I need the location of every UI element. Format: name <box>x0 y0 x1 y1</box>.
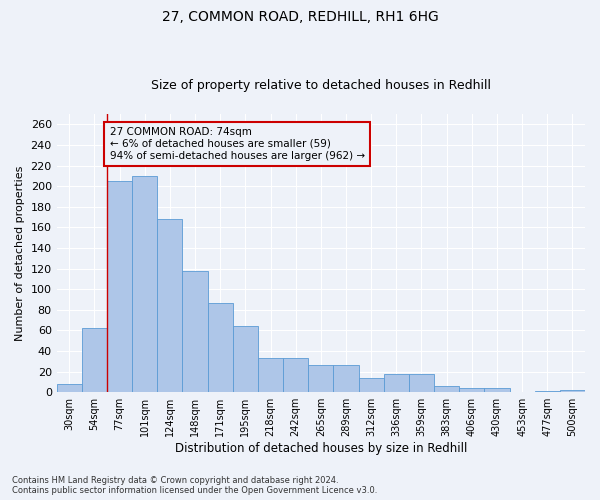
Title: Size of property relative to detached houses in Redhill: Size of property relative to detached ho… <box>151 79 491 92</box>
Bar <box>82 328 107 392</box>
Bar <box>409 374 434 392</box>
Bar <box>182 270 208 392</box>
Bar <box>434 386 459 392</box>
Text: 27, COMMON ROAD, REDHILL, RH1 6HG: 27, COMMON ROAD, REDHILL, RH1 6HG <box>161 10 439 24</box>
Text: Contains HM Land Registry data © Crown copyright and database right 2024.
Contai: Contains HM Land Registry data © Crown c… <box>12 476 377 495</box>
Bar <box>107 181 132 392</box>
X-axis label: Distribution of detached houses by size in Redhill: Distribution of detached houses by size … <box>175 442 467 455</box>
Bar <box>535 391 560 392</box>
Bar <box>258 358 283 392</box>
Bar <box>132 176 157 392</box>
Bar <box>359 378 384 392</box>
Bar <box>157 219 182 392</box>
Bar <box>208 302 233 392</box>
Bar <box>56 384 82 392</box>
Bar <box>233 326 258 392</box>
Bar <box>484 388 509 392</box>
Bar <box>560 390 585 392</box>
Bar <box>283 358 308 392</box>
Bar <box>384 374 409 392</box>
Text: 27 COMMON ROAD: 74sqm
← 6% of detached houses are smaller (59)
94% of semi-detac: 27 COMMON ROAD: 74sqm ← 6% of detached h… <box>110 128 365 160</box>
Y-axis label: Number of detached properties: Number of detached properties <box>15 166 25 341</box>
Bar <box>308 366 334 392</box>
Bar <box>334 366 359 392</box>
Bar <box>459 388 484 392</box>
